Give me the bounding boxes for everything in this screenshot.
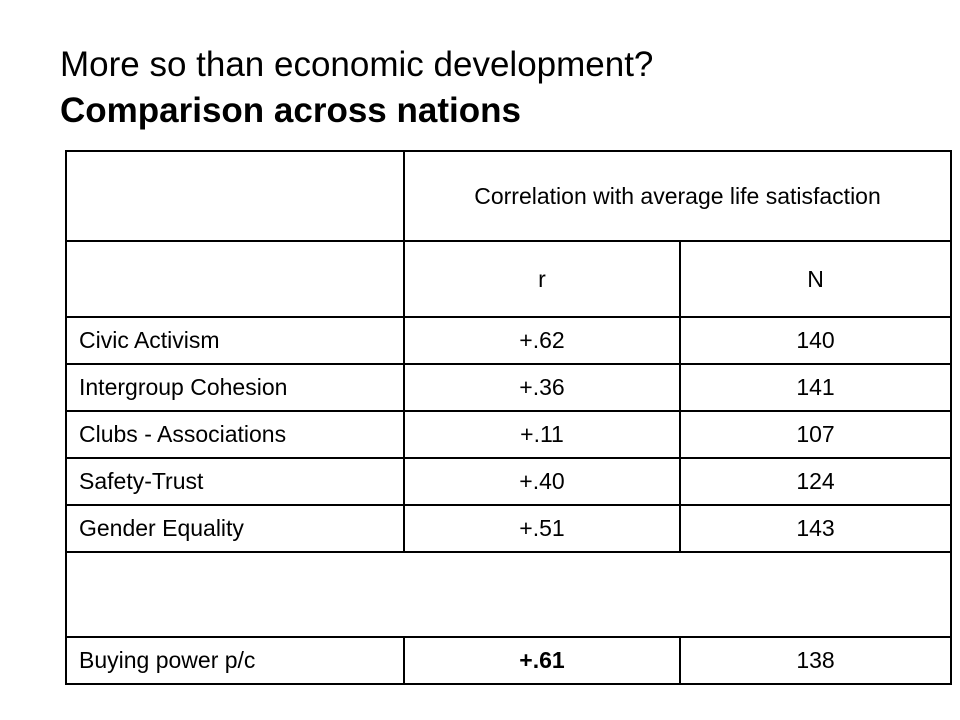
row-label: Intergroup Cohesion <box>65 363 405 412</box>
blank-cell <box>64 551 953 638</box>
row-label: Clubs - Associations <box>65 410 405 459</box>
row-n-value: 124 <box>678 457 953 506</box>
table-row: Gender Equality +.51 143 <box>65 504 953 553</box>
row-n-value: 138 <box>678 636 953 685</box>
row-label: Safety-Trust <box>65 457 405 506</box>
column-header-n: N <box>678 240 953 318</box>
header-empty-cell <box>65 150 405 242</box>
table-row: Civic Activism +.62 140 <box>65 316 953 365</box>
header-correlation-cell: Correlation with average life satisfacti… <box>402 150 953 242</box>
row-r-value: +.11 <box>403 410 681 459</box>
table-subheader-row: r N <box>65 240 953 318</box>
table-row-buying-power: Buying power p/c +.61 138 <box>65 636 953 685</box>
table-header-row: Correlation with average life satisfacti… <box>65 150 953 242</box>
title-subtitle: Comparison across nations <box>60 91 521 130</box>
row-r-value-highlight: +.61 <box>403 636 681 685</box>
row-r-value: +.51 <box>403 504 681 553</box>
row-label: Buying power p/c <box>65 636 405 685</box>
title-question: More so than economic development? <box>60 45 654 84</box>
subheader-empty-cell <box>65 240 405 318</box>
row-n-value: 107 <box>678 410 953 459</box>
blank-separator-row <box>64 551 953 638</box>
table-row: Intergroup Cohesion +.36 141 <box>65 363 953 412</box>
slide-title: More so than economic development? Compa… <box>60 42 653 134</box>
table-row: Clubs - Associations +.11 107 <box>65 410 953 459</box>
row-r-value: +.62 <box>403 316 681 365</box>
column-header-r: r <box>403 240 681 318</box>
header-correlation-label: Correlation with average life satisfacti… <box>474 183 881 209</box>
row-r-value: +.36 <box>403 363 681 412</box>
row-label: Gender Equality <box>65 504 405 553</box>
table-row: Safety-Trust +.40 124 <box>65 457 953 506</box>
row-n-value: 140 <box>678 316 953 365</box>
row-r-value: +.40 <box>403 457 681 506</box>
row-n-value: 143 <box>678 504 953 553</box>
row-n-value: 141 <box>678 363 953 412</box>
correlation-table: Correlation with average life satisfacti… <box>64 150 953 685</box>
row-label: Civic Activism <box>65 316 405 365</box>
